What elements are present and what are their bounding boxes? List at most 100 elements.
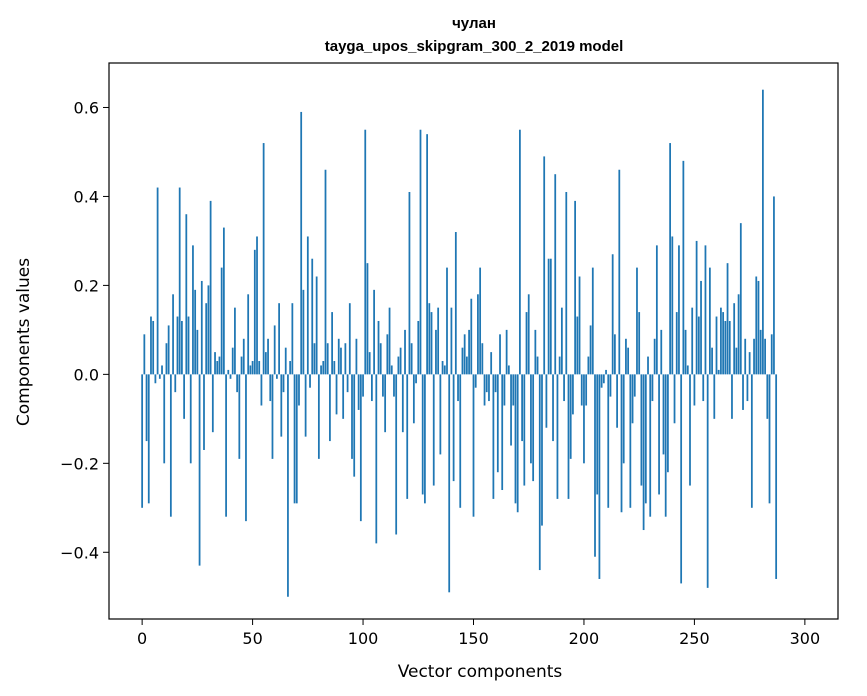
- bar-284: [768, 374, 771, 504]
- bar-41: [231, 347, 234, 375]
- bar-256: [706, 374, 709, 588]
- bar-104: [371, 374, 373, 402]
- bar-31: [209, 200, 212, 375]
- bar-83: [324, 169, 327, 375]
- bar-144: [459, 374, 462, 508]
- bar-283: [766, 374, 769, 419]
- bar-73: [302, 289, 305, 375]
- bar-243: [678, 245, 680, 375]
- bar-59: [271, 374, 274, 459]
- bar-94: [348, 303, 351, 375]
- x-tick-label-150: 150: [458, 629, 489, 648]
- bar-107: [377, 320, 380, 375]
- bar-277: [753, 338, 755, 375]
- bar-142: [454, 232, 457, 375]
- bar-147: [465, 356, 468, 375]
- bar-77: [311, 258, 314, 375]
- bar-230: [649, 374, 652, 517]
- bar-23: [192, 245, 194, 375]
- bar-163: [501, 374, 504, 491]
- y-tick-label-4: 0.4: [74, 187, 99, 206]
- bar-20: [185, 214, 188, 375]
- bar-272: [742, 374, 744, 410]
- bar-42: [234, 307, 236, 375]
- bar-223: [633, 374, 636, 397]
- bar-103: [368, 352, 371, 375]
- bar-170: [516, 374, 519, 513]
- bar-48: [247, 294, 250, 375]
- bar-286: [773, 196, 775, 375]
- bar-84: [326, 343, 329, 375]
- bar-234: [658, 374, 660, 495]
- bar-252: [697, 316, 700, 375]
- bar-255: [704, 245, 707, 375]
- bar-115: [395, 374, 398, 535]
- bar-102: [366, 263, 369, 375]
- bar-180: [538, 374, 541, 571]
- bar-150: [472, 374, 475, 517]
- bar-60: [273, 325, 276, 375]
- bar-275: [748, 352, 751, 375]
- bar-179: [536, 356, 539, 375]
- bar-264: [724, 320, 727, 375]
- bar-40: [229, 374, 232, 379]
- bar-16: [176, 316, 179, 375]
- bar-266: [728, 320, 731, 375]
- bar-193: [567, 374, 570, 499]
- bar-117: [399, 347, 402, 375]
- bar-168: [512, 374, 515, 406]
- bar-136: [441, 361, 444, 375]
- bar-17: [178, 187, 181, 375]
- bar-43: [236, 374, 239, 393]
- bar-205: [594, 374, 596, 557]
- bar-129: [426, 134, 428, 375]
- bar-192: [565, 191, 568, 375]
- bar-72: [300, 111, 303, 375]
- bar-82: [322, 361, 325, 375]
- bar-58: [269, 374, 272, 402]
- bar-18: [181, 320, 183, 375]
- bar-183: [545, 374, 548, 428]
- bar-98: [357, 374, 360, 410]
- y-tick-label-3: 0.2: [74, 276, 99, 295]
- bar-51: [253, 249, 256, 375]
- y-axis-label: Components values: [14, 258, 34, 426]
- bar-100: [362, 374, 364, 397]
- bar-216: [618, 169, 621, 375]
- bar-153: [479, 267, 482, 375]
- bar-187: [554, 174, 557, 375]
- bar-245: [682, 160, 685, 375]
- bar-134: [437, 307, 440, 375]
- bar-226: [640, 374, 643, 486]
- bar-240: [671, 236, 674, 375]
- bar-37: [222, 227, 225, 375]
- bar-188: [556, 374, 559, 499]
- bar-22: [189, 374, 192, 464]
- bar-67: [289, 361, 292, 375]
- bar-50: [251, 361, 254, 375]
- bar-7: [156, 187, 159, 375]
- bar-101: [364, 129, 367, 375]
- bar-143: [457, 374, 459, 402]
- bar-209: [602, 374, 605, 384]
- bar-116: [397, 356, 400, 375]
- bar-92: [344, 343, 347, 375]
- bar-137: [443, 365, 446, 375]
- bar-281: [762, 89, 764, 375]
- bar-79: [315, 276, 318, 375]
- bar-125: [417, 320, 420, 375]
- bar-276: [750, 374, 753, 508]
- bar-279: [757, 280, 760, 375]
- bar-32: [211, 374, 214, 433]
- bar-169: [514, 374, 517, 504]
- bar-280: [759, 329, 762, 375]
- bar-96: [353, 374, 356, 477]
- bar-66: [287, 374, 289, 597]
- bar-78: [313, 343, 316, 375]
- bar-261: [717, 369, 720, 375]
- bar-85: [329, 374, 331, 442]
- bar-285: [770, 334, 773, 375]
- bar-56: [264, 352, 267, 375]
- bar-53: [258, 361, 261, 375]
- bar-90: [340, 347, 342, 375]
